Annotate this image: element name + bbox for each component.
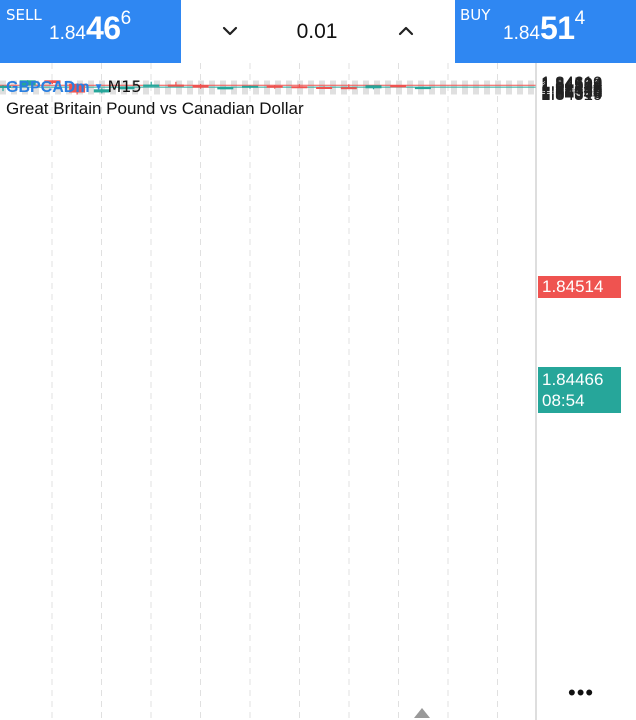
lot-decrease-button[interactable]	[215, 14, 245, 48]
bullish-candle	[93, 88, 110, 94]
bearish-candle	[69, 83, 86, 95]
candle-body	[390, 85, 407, 88]
trade-toolbar: SELL 1.84466 0.01 BUY 1.84514	[0, 0, 636, 63]
buy-price-fraction: 4	[574, 8, 586, 29]
candle-body	[291, 86, 308, 89]
buy-button[interactable]: BUY 1.84514	[455, 0, 636, 63]
candles	[0, 80, 431, 95]
buy-price-pips: 51	[539, 10, 575, 46]
price-axis: 1.846191.845941.845691.845441.844941.844…	[535, 63, 602, 720]
ask-price-tag: 1.84514	[538, 276, 621, 298]
candle-body	[365, 85, 382, 89]
lot-increase-button[interactable]	[391, 14, 421, 48]
bullish-candle	[414, 86, 431, 90]
bid-price-tag: 1.84466 08:54	[538, 367, 621, 413]
sell-price-pips: 46	[85, 10, 121, 46]
sell-price-fraction: 6	[120, 8, 132, 29]
candle-body	[316, 87, 333, 89]
buy-label: BUY	[460, 6, 491, 24]
price-tick-label: 1.84344	[541, 84, 602, 103]
candle-body	[167, 84, 184, 87]
chart-grid	[0, 63, 536, 720]
price-tick-label: 1.84319	[541, 85, 602, 104]
symbol-selector[interactable]: GBPCADm	[6, 79, 90, 96]
lot-size-value[interactable]: 0.01	[296, 20, 338, 43]
sell-button[interactable]: SELL 1.84466	[0, 0, 181, 63]
price-chart[interactable]: 1.84619 1.84594 1.84569 1.84544 1.84494 1.844…	[0, 63, 636, 720]
candle-body	[242, 85, 258, 88]
more-options-button[interactable]: •••	[568, 680, 595, 705]
bullish-candle	[217, 86, 234, 90]
candle-body	[0, 85, 11, 88]
chart-scroll-handle-icon[interactable]	[414, 708, 430, 718]
price-tick-label: 1.84619	[541, 73, 602, 92]
timeframe-label[interactable]: M15	[107, 77, 142, 96]
candle-body	[93, 89, 110, 93]
sell-price: 1.84466	[49, 8, 131, 47]
chevron-down-icon	[222, 26, 238, 36]
bearish-candle	[192, 83, 209, 89]
bearish-candle	[266, 85, 283, 89]
price-tick-label: 1.84569	[541, 75, 602, 94]
bullish-candle	[365, 85, 382, 90]
candle-body	[69, 83, 86, 93]
bullish-candle	[118, 85, 135, 90]
candle-body	[143, 84, 160, 87]
lot-size-stepper: 0.01	[181, 0, 455, 63]
bearish-candle	[316, 86, 333, 89]
price-tick-label: 1.84594	[541, 74, 602, 93]
price-tick-label: 1.84494	[541, 78, 602, 97]
candle-body	[217, 87, 234, 90]
buy-price-prefix: 1.84	[503, 23, 540, 44]
bearish-candle	[340, 84, 357, 90]
bearish-candle	[291, 84, 308, 89]
candle-body	[192, 85, 209, 88]
price-tick-label: 1.84394	[541, 82, 602, 101]
candle-body	[118, 86, 135, 90]
candle-body	[266, 85, 283, 88]
bid-price-value: 1.84466	[542, 370, 604, 389]
bullish-candle	[19, 80, 36, 86]
price-tick-label: 1.84369	[541, 83, 602, 102]
bullish-candle	[0, 85, 11, 92]
bullish-candle	[143, 81, 160, 87]
buy-price: 1.84514	[503, 8, 585, 47]
sell-price-prefix: 1.84	[49, 23, 86, 44]
candle-body	[44, 80, 61, 84]
candle-body	[340, 87, 357, 90]
bearish-candle	[44, 80, 61, 85]
chevron-up-icon	[398, 26, 414, 36]
price-tick-label: 1.84444	[541, 80, 602, 99]
bearish-candle	[167, 81, 184, 87]
bearish-candle	[390, 85, 407, 88]
symbol-header: GBPCADm ▼ M15	[6, 77, 142, 97]
candlestick-chart[interactable]: 1.846191.845941.845691.845441.844941.844…	[0, 63, 636, 720]
price-tick-label: 1.84544	[541, 76, 602, 95]
candle-body	[19, 80, 36, 86]
price-tick-label: 1.84419	[541, 81, 602, 100]
caret-down-icon[interactable]: ▼	[93, 82, 104, 93]
candle-countdown: 08:54	[542, 391, 585, 410]
bullish-candle	[242, 85, 258, 89]
candle-body	[414, 87, 431, 90]
symbol-description: Great Britain Pound vs Canadian Dollar	[6, 99, 304, 118]
sell-label: SELL	[6, 6, 42, 24]
